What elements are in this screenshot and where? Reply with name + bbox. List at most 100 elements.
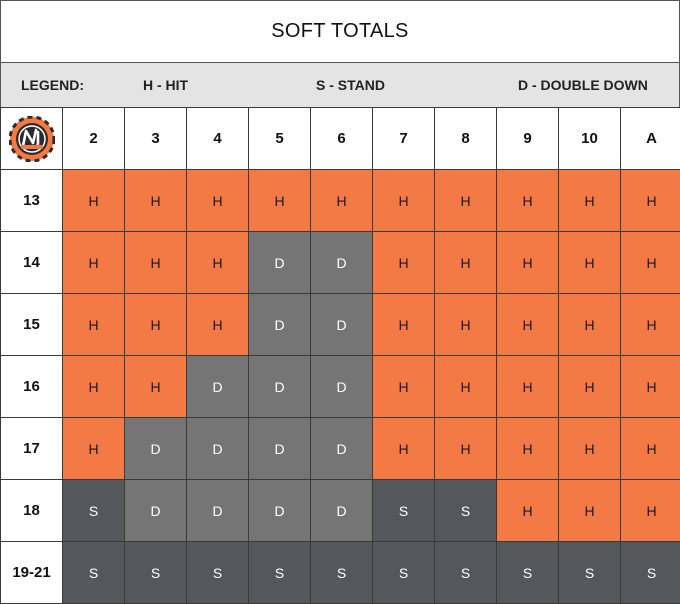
action-cell: H <box>497 418 559 480</box>
action-cell: H <box>187 232 249 294</box>
action-cell: H <box>63 418 125 480</box>
action-cell: S <box>63 542 125 604</box>
action-cell: H <box>621 294 680 356</box>
dealer-card-header: 8 <box>435 108 497 170</box>
action-cell: D <box>187 480 249 542</box>
action-cell: H <box>373 232 435 294</box>
player-hand-label: 18 <box>1 480 63 542</box>
action-cell: D <box>249 480 311 542</box>
action-cell: H <box>621 480 680 542</box>
action-cell: S <box>249 542 311 604</box>
action-cell: S <box>187 542 249 604</box>
action-cell: S <box>125 542 187 604</box>
action-cell: H <box>373 170 435 232</box>
action-cell: H <box>621 418 680 480</box>
action-cell: H <box>559 356 621 418</box>
action-cell: H <box>187 170 249 232</box>
legend-label: LEGEND: <box>21 77 84 93</box>
action-cell: H <box>497 232 559 294</box>
action-cell: H <box>311 170 373 232</box>
action-cell: D <box>249 294 311 356</box>
action-cell: H <box>125 232 187 294</box>
action-cell: H <box>559 480 621 542</box>
legend-stand: S - STAND <box>316 77 385 93</box>
legend-double-down: D - DOUBLE DOWN <box>518 77 648 93</box>
action-cell: H <box>559 418 621 480</box>
action-cell: D <box>249 418 311 480</box>
action-cell: H <box>559 232 621 294</box>
logo-cell <box>1 108 63 170</box>
action-cell: H <box>621 356 680 418</box>
action-cell: H <box>559 294 621 356</box>
action-cell: H <box>373 294 435 356</box>
player-hand-label: 16 <box>1 356 63 418</box>
player-hand-label: 17 <box>1 418 63 480</box>
action-cell: S <box>435 542 497 604</box>
dealer-card-header: 10 <box>559 108 621 170</box>
player-hand-label: 19-21 <box>1 542 63 604</box>
action-cell: S <box>373 480 435 542</box>
action-cell: D <box>311 294 373 356</box>
dealer-card-header: A <box>621 108 680 170</box>
action-cell: S <box>435 480 497 542</box>
action-cell: S <box>311 542 373 604</box>
blackjack-chip-logo-icon <box>9 116 55 162</box>
action-cell: S <box>497 542 559 604</box>
action-cell: H <box>497 480 559 542</box>
action-cell: H <box>435 356 497 418</box>
action-cell: H <box>125 170 187 232</box>
action-cell: S <box>373 542 435 604</box>
action-cell: H <box>497 170 559 232</box>
player-hand-label: 14 <box>1 232 63 294</box>
action-cell: H <box>497 356 559 418</box>
action-cell: H <box>63 232 125 294</box>
action-cell: D <box>311 480 373 542</box>
action-cell: H <box>621 232 680 294</box>
action-cell: S <box>63 480 125 542</box>
action-cell: H <box>497 294 559 356</box>
dealer-card-header: 2 <box>63 108 125 170</box>
action-cell: H <box>435 294 497 356</box>
dealer-card-header: 9 <box>497 108 559 170</box>
action-cell: H <box>63 356 125 418</box>
legend-hit: H - HIT <box>143 77 188 93</box>
dealer-card-header: 7 <box>373 108 435 170</box>
action-cell: D <box>249 232 311 294</box>
action-cell: H <box>187 294 249 356</box>
action-cell: H <box>63 294 125 356</box>
action-cell: D <box>125 418 187 480</box>
action-cell: H <box>435 170 497 232</box>
action-cell: H <box>249 170 311 232</box>
action-cell: D <box>311 232 373 294</box>
action-cell: H <box>125 356 187 418</box>
action-cell: D <box>125 480 187 542</box>
dealer-card-header: 5 <box>249 108 311 170</box>
action-cell: H <box>125 294 187 356</box>
action-cell: H <box>435 418 497 480</box>
action-cell: D <box>311 418 373 480</box>
player-hand-label: 15 <box>1 294 63 356</box>
action-cell: S <box>621 542 680 604</box>
action-cell: H <box>373 418 435 480</box>
action-cell: H <box>621 170 680 232</box>
legend-bar: LEGEND: H - HIT S - STAND D - DOUBLE DOW… <box>0 62 680 108</box>
dealer-card-header: 3 <box>125 108 187 170</box>
action-cell: H <box>373 356 435 418</box>
player-hand-label: 13 <box>1 170 63 232</box>
dealer-card-header: 6 <box>311 108 373 170</box>
action-cell: D <box>311 356 373 418</box>
action-cell: D <box>187 418 249 480</box>
dealer-card-header: 4 <box>187 108 249 170</box>
action-cell: H <box>435 232 497 294</box>
action-cell: D <box>187 356 249 418</box>
